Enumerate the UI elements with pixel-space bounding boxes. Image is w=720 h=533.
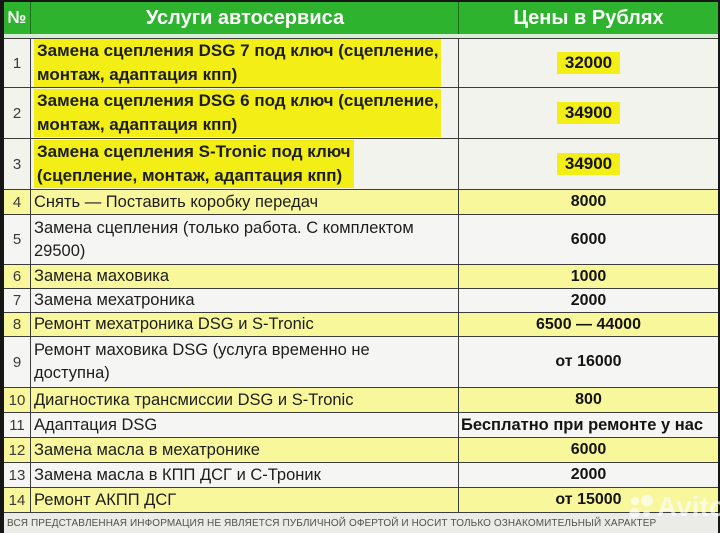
service-text: Замена масла в мехатронике [34, 440, 260, 459]
row-number-cell: 2 [4, 88, 31, 138]
price-cell: 34900 [459, 88, 718, 138]
service-cell: Замена масла в мехатронике [31, 438, 459, 462]
service-text: Замена сцепления (только работа. С компл… [34, 218, 414, 260]
row-number-cell: 8 [4, 313, 31, 336]
service-text: Замена маховика [34, 267, 170, 285]
service-cell: Диагностика трансмиссии DSG и S-Tronic [31, 388, 459, 412]
row-number-cell: 10 [4, 388, 31, 412]
price-cell: 8000 [459, 190, 718, 214]
header-prices-col: Цены в Рублях [513, 6, 664, 29]
table-row: 13 Замена масла в КПП ДСГ и С-Троник 200… [4, 463, 718, 488]
service-cell: Замена сцепления DSG 7 под ключ (сцеплен… [31, 39, 459, 87]
row-number-cell: 6 [4, 265, 31, 288]
service-cell: Замена сцепления DSG 6 под ключ (сцеплен… [31, 88, 459, 138]
table-row: 8 Ремонт мехатроника DSG и S-Tronic 6500… [4, 313, 718, 337]
price-text: 800 [575, 391, 602, 408]
price-text: 1000 [570, 267, 607, 285]
table-row: 3 Замена сцепления S-Tronic под ключ (сц… [4, 139, 718, 190]
price-cell: 6000 [459, 215, 718, 264]
price-text: от 16000 [555, 353, 622, 370]
service-text: Ремонт АКПП ДСГ [34, 490, 177, 509]
table-row: 11 Адаптация DSG Бесплатно при ремонте у… [4, 413, 718, 438]
row-number-cell: 7 [4, 289, 31, 312]
price-text: 32000 [556, 52, 621, 74]
price-text: 8000 [570, 193, 607, 210]
row-number-cell: 13 [4, 463, 31, 487]
row-number-cell: 4 [4, 190, 31, 214]
table-row: 1 Замена сцепления DSG 7 под ключ (сцепл… [4, 39, 718, 88]
header-number-col: № [4, 2, 31, 34]
row-number-cell: 14 [4, 488, 31, 512]
price-text: 34900 [556, 153, 621, 175]
price-cell: 6500 — 44000 [459, 313, 718, 336]
table-header-row: № Услуги автосервиса Цены в Рублях [4, 2, 718, 34]
service-cell: Ремонт мехатроника DSG и S-Tronic [31, 313, 459, 336]
row-number-cell: 1 [4, 39, 31, 87]
row-number-cell: 9 [4, 337, 31, 387]
price-cell: от 16000 [459, 337, 718, 387]
row-number-cell: 12 [4, 438, 31, 462]
service-cell: Замена сцепления S-Tronic под ключ (сцеп… [31, 139, 459, 189]
disclaimer-text: ВСЯ ПРЕДСТАВЛЕННАЯ ИНФОРМАЦИЯ НЕ ЯВЛЯЕТС… [7, 517, 657, 529]
price-text: 6500 — 44000 [536, 315, 641, 333]
table-row: 4 Снять — Поставить коробку передач 8000 [4, 190, 718, 215]
service-cell: Ремонт маховика DSG (услуга временно не … [31, 337, 459, 387]
price-cell: Бесплатно при ремонте у нас [459, 413, 718, 437]
price-cell: 6000 [459, 438, 718, 462]
row-number-cell: 5 [4, 215, 31, 264]
service-text: Замена масла в КПП ДСГ и С-Троник [34, 465, 321, 484]
service-cell: Замена масла в КПП ДСГ и С-Троник [31, 463, 459, 487]
table-body: 1 Замена сцепления DSG 7 под ключ (сцепл… [4, 39, 718, 513]
price-text: 6000 [570, 441, 607, 458]
price-text: 2000 [570, 466, 607, 483]
table-row: 7 Замена мехатроника 2000 [4, 289, 718, 313]
price-text: 2000 [570, 291, 607, 309]
service-cell: Ремонт АКПП ДСГ [31, 488, 459, 512]
price-text: 6000 [570, 230, 607, 248]
price-cell: от 15000 [459, 488, 718, 512]
service-text: Замена сцепления DSG 7 под ключ (сцеплен… [34, 39, 442, 87]
service-cell: Снять — Поставить коробку передач [31, 190, 459, 214]
price-text: Бесплатно при ремонте у нас [461, 415, 704, 434]
disclaimer-bar: ВСЯ ПРЕДСТАВЛЕННАЯ ИНФОРМАЦИЯ НЕ ЯВЛЯЕТС… [4, 513, 718, 533]
service-text: Ремонт маховика DSG (услуга временно не … [34, 341, 370, 382]
table-row: 10 Диагностика трансмиссии DSG и S-Troni… [4, 388, 718, 413]
table-row: 2 Замена сцепления DSG 6 под ключ (сцепл… [4, 88, 718, 139]
service-cell: Замена маховика [31, 265, 459, 288]
row-number-cell: 3 [4, 139, 31, 189]
price-cell: 34900 [459, 139, 718, 189]
price-cell: 32000 [459, 39, 718, 87]
price-cell: 2000 [459, 289, 718, 312]
price-cell: 1000 [459, 265, 718, 288]
service-cell: Адаптация DSG [31, 413, 459, 437]
service-text: Снять — Поставить коробку передач [34, 192, 319, 211]
header-divider-strip [4, 34, 718, 39]
table-row: 6 Замена маховика 1000 [4, 265, 718, 289]
table-row: 9 Ремонт маховика DSG (услуга временно н… [4, 337, 718, 388]
table-row: 5 Замена сцепления (только работа. С ком… [4, 215, 718, 265]
row-number-cell: 11 [4, 413, 31, 437]
price-text: от 15000 [555, 491, 622, 508]
table-row: 14 Ремонт АКПП ДСГ от 15000 [4, 488, 718, 513]
service-text: Ремонт мехатроника DSG и S-Tronic [34, 315, 314, 333]
service-text: Адаптация DSG [34, 415, 158, 434]
header-services-col: Услуги автосервиса [31, 2, 459, 34]
price-text: 34900 [556, 102, 621, 124]
table-row: 12 Замена масла в мехатронике 6000 [4, 438, 718, 463]
service-text: Замена мехатроника [34, 291, 195, 309]
price-cell: 2000 [459, 463, 718, 487]
price-cell: 800 [459, 388, 718, 412]
service-cell: Замена мехатроника [31, 289, 459, 312]
service-text: Диагностика трансмиссии DSG и S-Tronic [34, 390, 354, 409]
service-cell: Замена сцепления (только работа. С компл… [31, 215, 459, 264]
service-text: Замена сцепления DSG 6 под ключ (сцеплен… [34, 89, 442, 137]
service-text: Замена сцепления S-Tronic под ключ (сцеп… [34, 140, 354, 188]
